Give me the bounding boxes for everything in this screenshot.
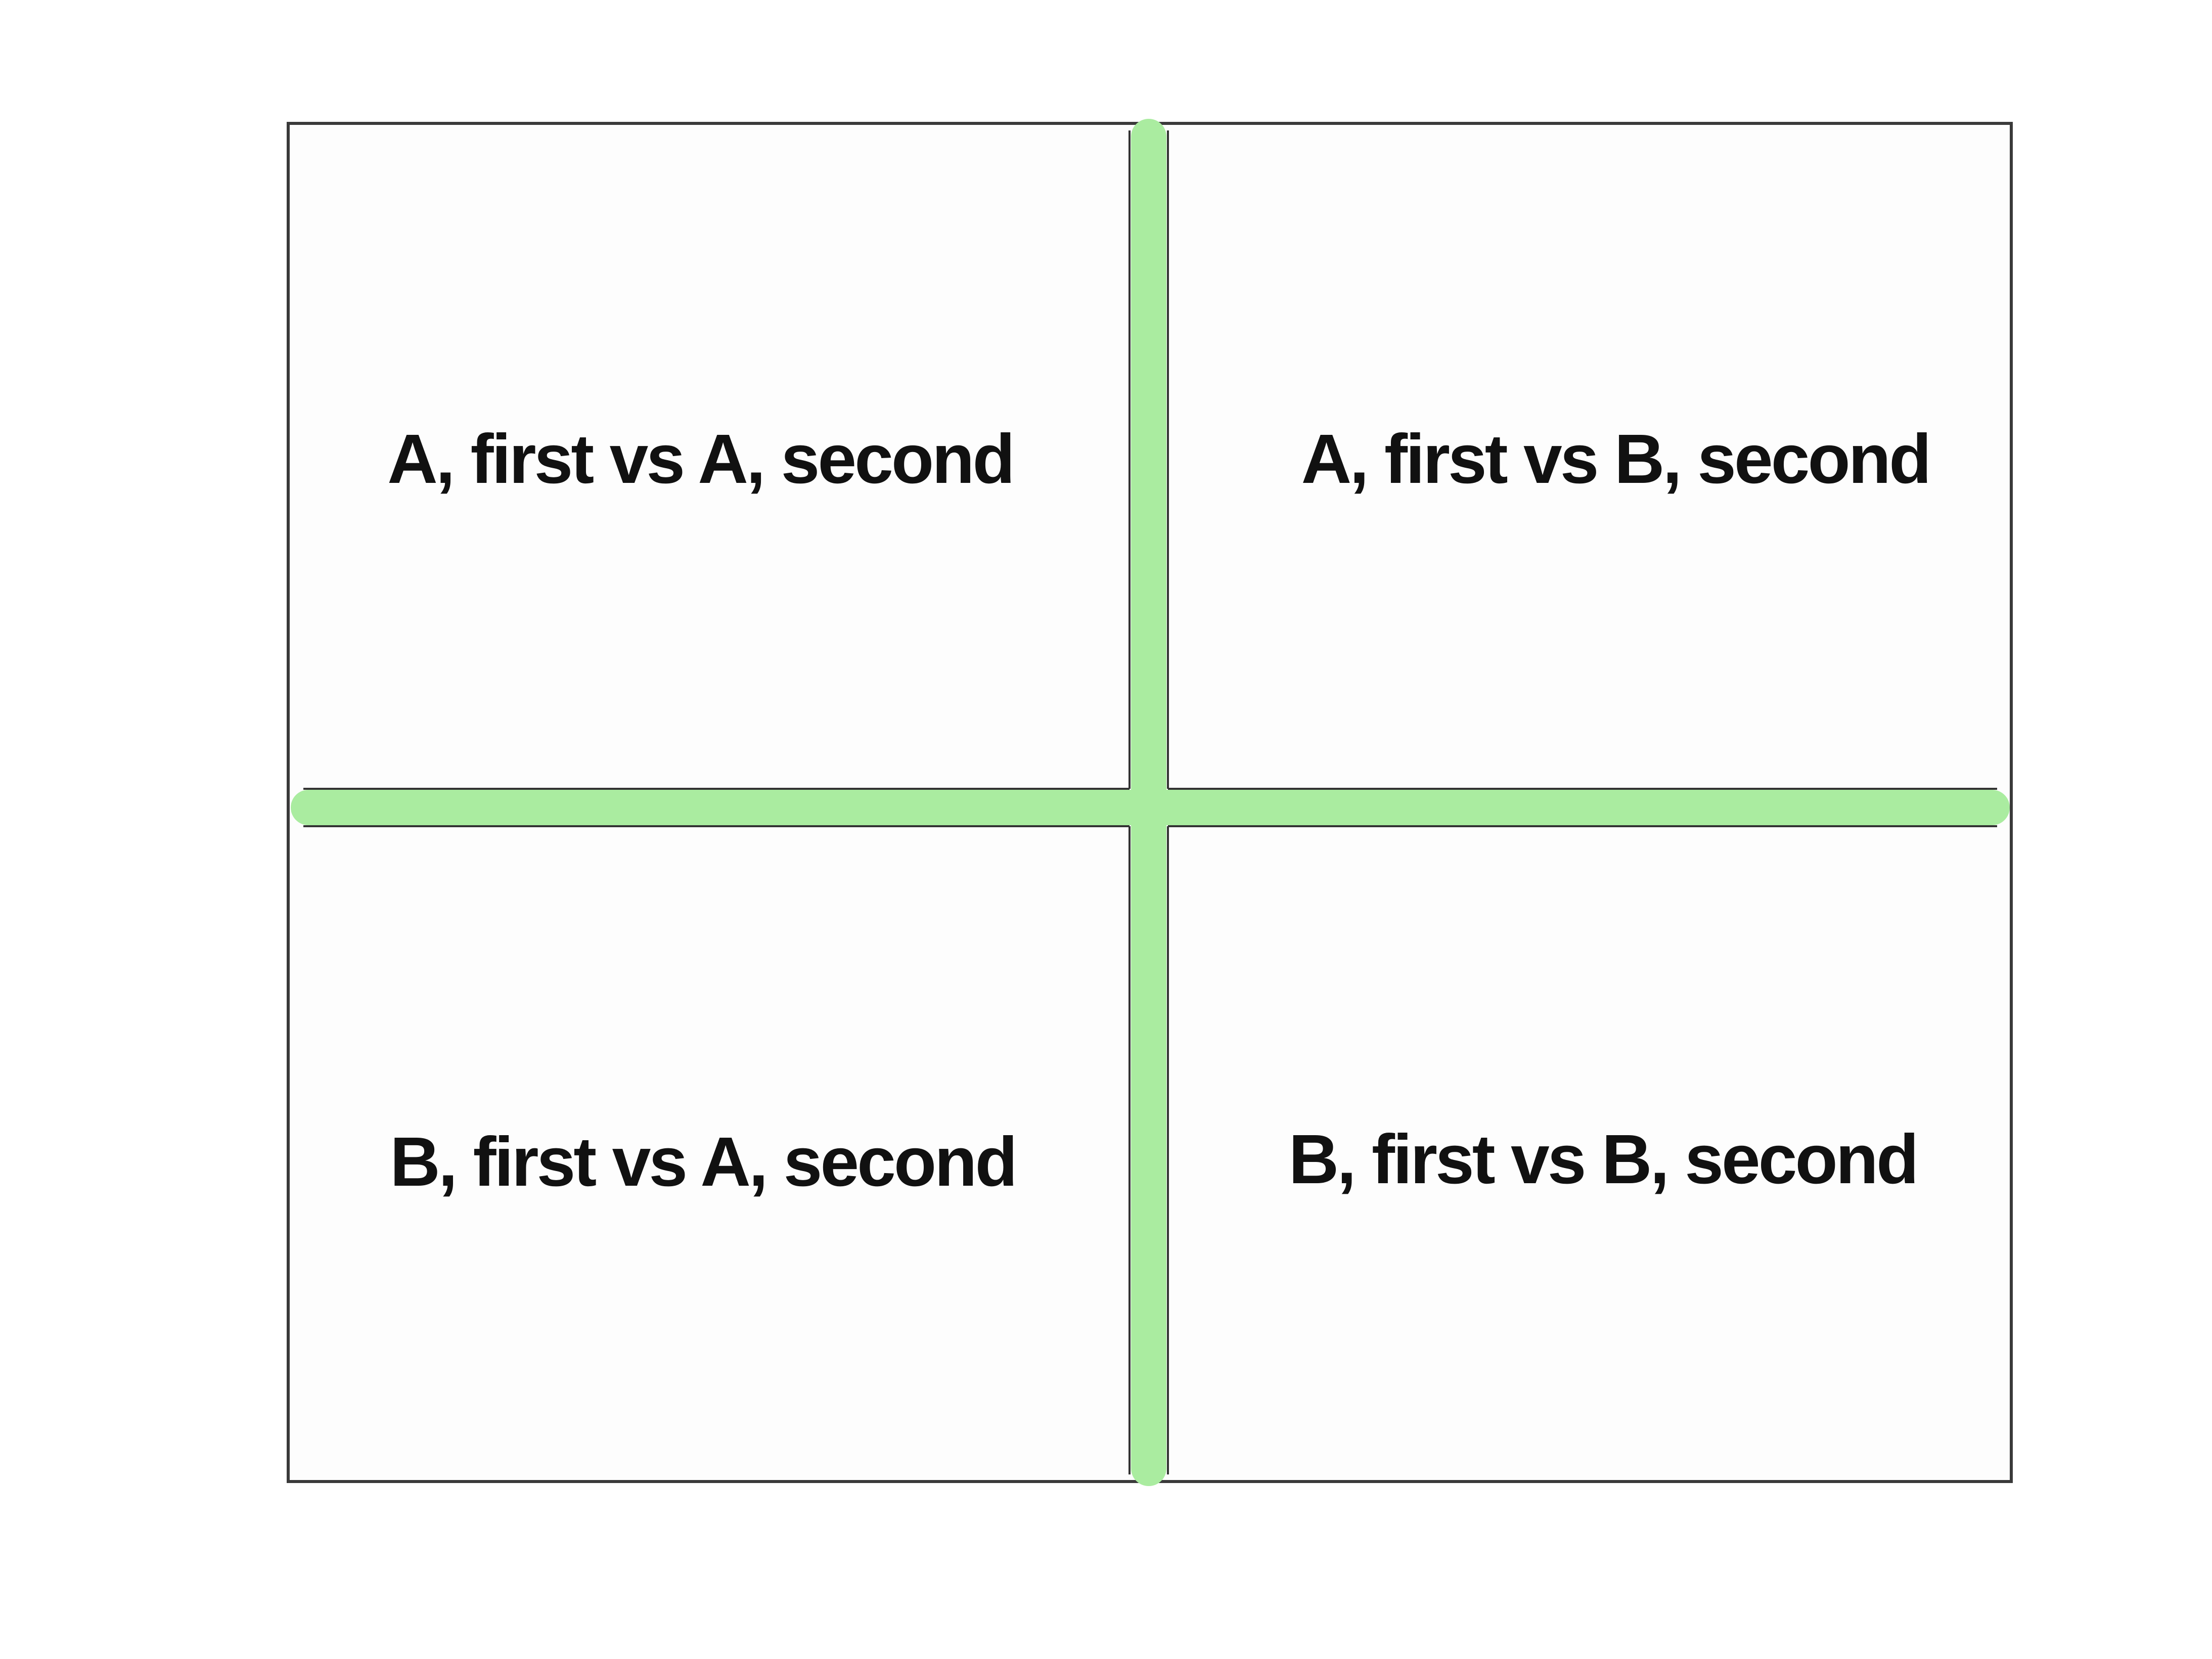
divider-cross — [291, 119, 2010, 1486]
divider-outline — [303, 130, 1997, 1474]
quadrant-label-top-left: A, first vs A, second — [387, 420, 1013, 498]
quadrant-label-bottom-right: B, first vs B, second — [1289, 1120, 1917, 1198]
quadrant-label-bottom-left: B, first vs A, second — [390, 1123, 1016, 1201]
quadrant-label-top-right: A, first vs B, second — [1301, 420, 1930, 498]
